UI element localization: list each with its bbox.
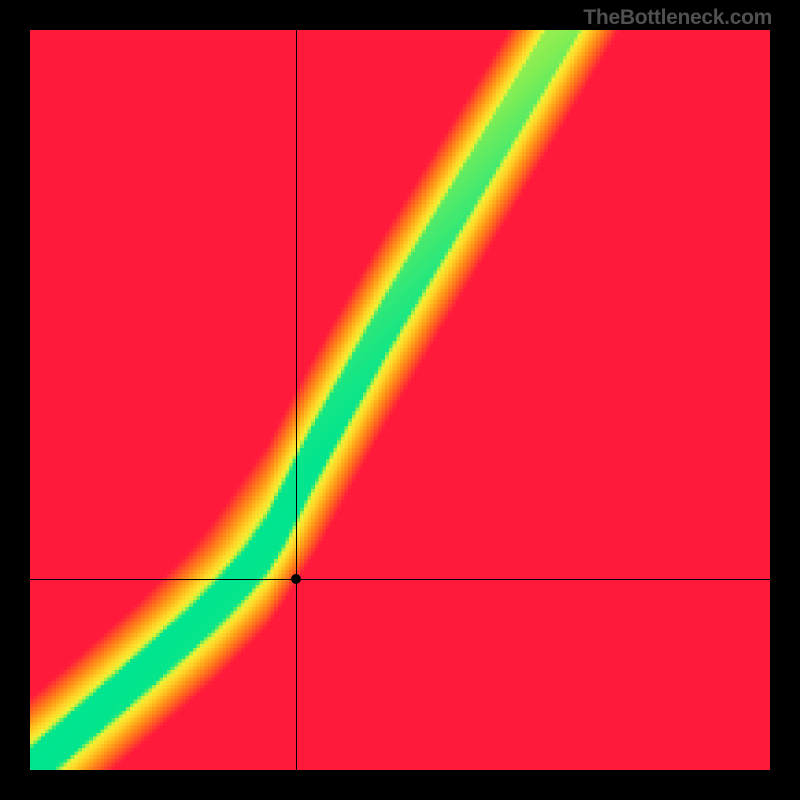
watermark-text: TheBottleneck.com [583,6,772,30]
crosshair-marker [291,574,301,584]
crosshair-horizontal [30,579,770,580]
plot-area [30,30,770,770]
crosshair-vertical [296,30,297,770]
bottleneck-heatmap [30,30,770,770]
chart-container: TheBottleneck.com [0,0,800,800]
